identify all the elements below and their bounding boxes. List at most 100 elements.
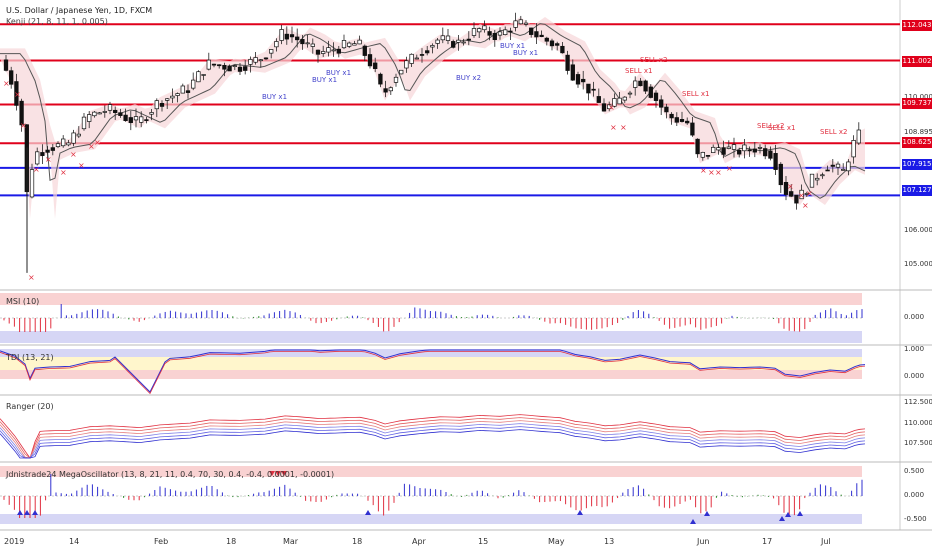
- mega-tick: 0.500: [904, 467, 925, 475]
- candle-body: [222, 64, 227, 70]
- candle-body: [180, 85, 185, 94]
- sell-x-marker: ×: [20, 121, 27, 130]
- mega-buy-arrow: [779, 516, 785, 521]
- candle-body: [523, 22, 529, 25]
- candle-body: [289, 34, 295, 38]
- candle-body: [471, 28, 477, 36]
- indicator-title: Kenji (21, 8, 11, 1, 0.005): [6, 17, 108, 26]
- candle-body: [487, 31, 492, 36]
- candle-body: [726, 146, 731, 149]
- candle-body: [544, 37, 549, 42]
- candle-body: [40, 152, 45, 156]
- candle-body: [461, 41, 466, 44]
- candle-body: [440, 35, 445, 41]
- tdi-tick: 1.000: [904, 345, 925, 353]
- sell-x-marker: ×: [78, 161, 85, 170]
- candle-body: [638, 80, 643, 87]
- candle-body: [581, 78, 586, 83]
- candle-body: [591, 88, 596, 91]
- candle-body: [321, 51, 326, 54]
- candle-body: [737, 150, 742, 155]
- candle-body: [799, 189, 804, 200]
- sell-x-marker: ×: [715, 168, 722, 177]
- candle-body: [76, 133, 81, 137]
- sell-signal-label: SELL x1: [682, 90, 710, 98]
- candle-body: [71, 132, 76, 144]
- candle-body: [695, 138, 700, 155]
- price-tick: 108.895: [904, 128, 932, 136]
- candle-body: [809, 173, 815, 188]
- candle-body: [419, 54, 425, 56]
- level-tag: 107.915: [902, 159, 932, 170]
- level-tag: 109.737: [902, 98, 932, 109]
- candle-body: [664, 106, 669, 113]
- tdi-mid-zone: [0, 357, 862, 370]
- candle-body: [617, 97, 622, 105]
- candle-body: [575, 74, 581, 85]
- level-tag: 111.002: [902, 56, 932, 67]
- candle-body: [367, 54, 373, 67]
- level-tag: 107.127: [902, 185, 932, 196]
- candle-body: [61, 138, 66, 147]
- candle-body: [373, 62, 378, 70]
- sell-x-marker: ×: [94, 138, 101, 147]
- candle-body: [279, 29, 284, 41]
- candle-body: [804, 193, 809, 195]
- mega-buy-arrow: [704, 511, 710, 516]
- candle-body: [159, 102, 165, 107]
- sell-signal-label: SELL x2: [640, 56, 668, 64]
- candle-body: [513, 20, 518, 28]
- candle-body: [305, 42, 310, 45]
- candle-body: [456, 39, 461, 43]
- candle-body: [846, 161, 851, 172]
- mega-buy-arrow: [785, 512, 791, 517]
- msi-panel-title: MSI (10): [6, 297, 40, 306]
- candle-body: [92, 111, 97, 117]
- mega-sell-arrow: [269, 471, 275, 476]
- candle-body: [466, 38, 471, 41]
- ranger-line: [0, 414, 866, 459]
- candle-body: [191, 79, 196, 89]
- sell-x-marker: ×: [620, 123, 627, 132]
- candle-body: [9, 70, 14, 85]
- tdi-signal-line: [0, 351, 866, 395]
- ma-band: [0, 17, 865, 219]
- candle-body: [388, 87, 393, 92]
- candle-body: [102, 111, 107, 113]
- mega-upper-zone: [0, 466, 862, 477]
- price-tick: 106.000: [904, 226, 932, 234]
- candle-body: [149, 112, 154, 115]
- candle-body: [711, 146, 716, 154]
- candle-body: [347, 42, 352, 47]
- candle-body: [851, 140, 856, 158]
- candle-body: [175, 93, 180, 96]
- moving-average-line: [0, 23, 866, 199]
- candle-body: [29, 169, 35, 198]
- candle-body: [315, 49, 321, 55]
- buy-signal-label: BUY x1: [500, 42, 526, 50]
- sell-x-marker: ×: [798, 191, 805, 200]
- candle-body: [586, 83, 591, 94]
- x-tick: May: [548, 537, 565, 546]
- candle-body: [747, 149, 752, 152]
- candle-body: [596, 96, 601, 103]
- candle-body: [310, 43, 315, 47]
- price-tick: 110.000: [904, 93, 932, 101]
- candle-body: [336, 48, 341, 54]
- candle-body: [768, 150, 773, 159]
- candle-body: [165, 98, 170, 101]
- candle-body: [133, 116, 139, 121]
- sell-signal-label: SELL x2: [757, 122, 785, 130]
- sell-x-marker: ×: [700, 166, 707, 175]
- candle-body: [55, 143, 61, 148]
- candle-body: [627, 92, 633, 95]
- candle-body: [14, 81, 19, 106]
- candle-body: [752, 148, 757, 153]
- buy-signal-label: BUY x2: [456, 74, 482, 82]
- ranger-line: [0, 429, 866, 459]
- candle-body: [497, 31, 503, 36]
- candle-body: [763, 148, 768, 157]
- candle-body: [700, 151, 705, 158]
- candle-body: [19, 100, 24, 126]
